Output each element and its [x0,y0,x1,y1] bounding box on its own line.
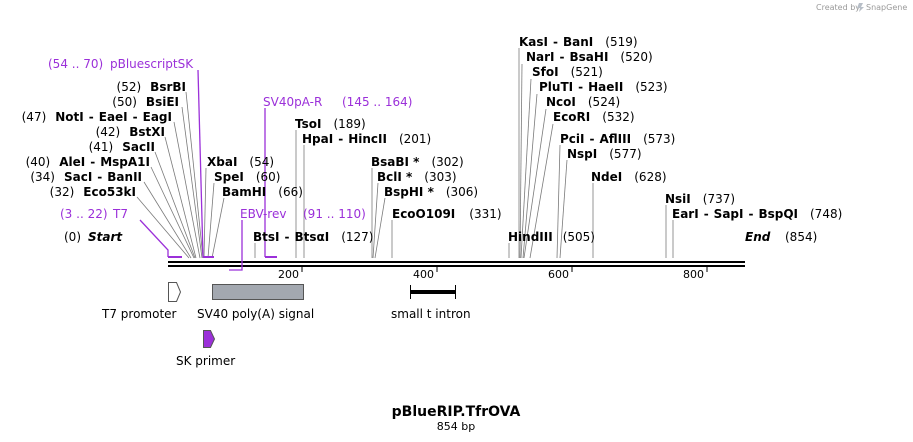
enzyme-labels: KasI - BanI (519) NarI - BsaHI (520) SfoI (521)… [22,35,843,244]
end-position: (854) [785,230,817,244]
primer-name: pBluescriptSK [110,57,194,71]
tick-label: 400 [413,268,434,281]
primer-range: (54 .. 70) [48,57,103,71]
primer-range: (145 .. 164) [342,95,412,109]
enzyme-site-label[interactable]: NcoI (524) [546,95,620,109]
enzyme-site-label[interactable]: PluTI - HaeII (523) [539,80,668,94]
tick-label: 800 [683,268,704,281]
small-t-intron-feature[interactable] [410,285,456,299]
t7-promoter-feature[interactable] [168,282,182,302]
enzyme-site-label[interactable]: NsiI (737) [665,192,735,206]
sequence-backbone [168,261,745,267]
enzyme-site-label[interactable]: (52) BsrBI [117,80,186,94]
feature-label: SK primer [176,354,235,368]
tick-label: 600 [548,268,569,281]
feature-label: SV40 poly(A) signal [197,307,314,321]
sv40-polya-feature[interactable] [212,284,304,300]
enzyme-site-label[interactable]: (34) SacI - BanII [30,170,142,184]
enzyme-site-label[interactable]: TsoI (189) [295,117,366,131]
sequence-ends: (0) Start End (854) [64,230,817,244]
enzyme-site-label[interactable]: SfoI (521) [532,65,603,79]
tick-label: 200 [278,268,299,281]
snapgene-credit: Created by SnapGene [816,3,907,12]
enzyme-site-label[interactable]: (42) BstXI [96,125,165,139]
enzyme-site-label[interactable]: (32) Eco53kI [50,185,136,199]
enzyme-site-label[interactable]: EcoO109I (331) [392,207,502,221]
enzyme-site-label[interactable]: XbaI (54) [207,155,274,169]
credit-brand: SnapGene [866,3,907,12]
enzyme-site-label[interactable]: HindIII (505) [508,230,595,244]
credit-text: Created by [816,3,860,12]
primer-marks [139,69,277,271]
feature-track: T7 promoter SV40 poly(A) signal small t … [101,282,471,368]
axis-ticks: 200 400 600 800 [278,267,708,281]
start-label: Start [88,230,123,244]
enzyme-site-label[interactable]: (50) BsiEI [112,95,179,109]
enzyme-site-label[interactable]: (40) AleI - MspA1I [26,155,150,169]
snapgene-logo-icon [857,3,864,12]
enzyme-site-label[interactable]: BtsI - BtsαI (127) [253,230,374,244]
primer-range: (3 .. 22) [60,207,108,221]
primer-labels: (54 .. 70) pBluescriptSK SV40pA-R (145 .… [48,57,412,221]
enzyme-site-label[interactable]: BsaBI * (302) [371,155,464,169]
feature-label: small t intron [391,307,471,321]
start-position: (0) [64,230,81,244]
plasmid-name: pBlueRIP.TfrOVA [392,404,521,420]
primer-name: SV40pA-R [263,95,322,109]
leader-lines [136,48,674,259]
primer-name: EBV-rev [240,207,286,221]
primer-range: (91 .. 110) [303,207,366,221]
enzyme-site-label[interactable]: KasI - BanI (519) [519,35,638,49]
end-label: End [745,230,771,244]
enzyme-site-label[interactable]: HpaI - HincII (201) [302,132,431,146]
enzyme-site-label[interactable]: (47) NotI - EaeI - EagI [22,110,172,124]
sk-primer-feature[interactable] [203,330,216,348]
enzyme-site-label[interactable]: PciI - AflIII (573) [560,132,675,146]
enzyme-site-label[interactable]: EarI - SapI - BspQI (748) [672,207,842,221]
enzyme-site-label[interactable]: BclI * (303) [377,170,457,184]
enzyme-site-label[interactable]: NspI (577) [567,147,642,161]
enzyme-site-label[interactable]: NdeI (628) [591,170,667,184]
enzyme-site-label[interactable]: NarI - BsaHI (520) [526,50,653,64]
enzyme-site-label[interactable]: BspHI * (306) [384,185,478,199]
enzyme-site-label[interactable]: (41) SacII [89,140,155,154]
enzyme-site-label[interactable]: SpeI (60) [214,170,280,184]
enzyme-site-label[interactable]: BamHI (66) [222,185,303,199]
plasmid-length: 854 bp [437,420,475,433]
primer-name: T7 [112,207,128,221]
enzyme-site-label[interactable]: EcoRI (532) [553,110,635,124]
feature-label: T7 promoter [101,307,177,321]
